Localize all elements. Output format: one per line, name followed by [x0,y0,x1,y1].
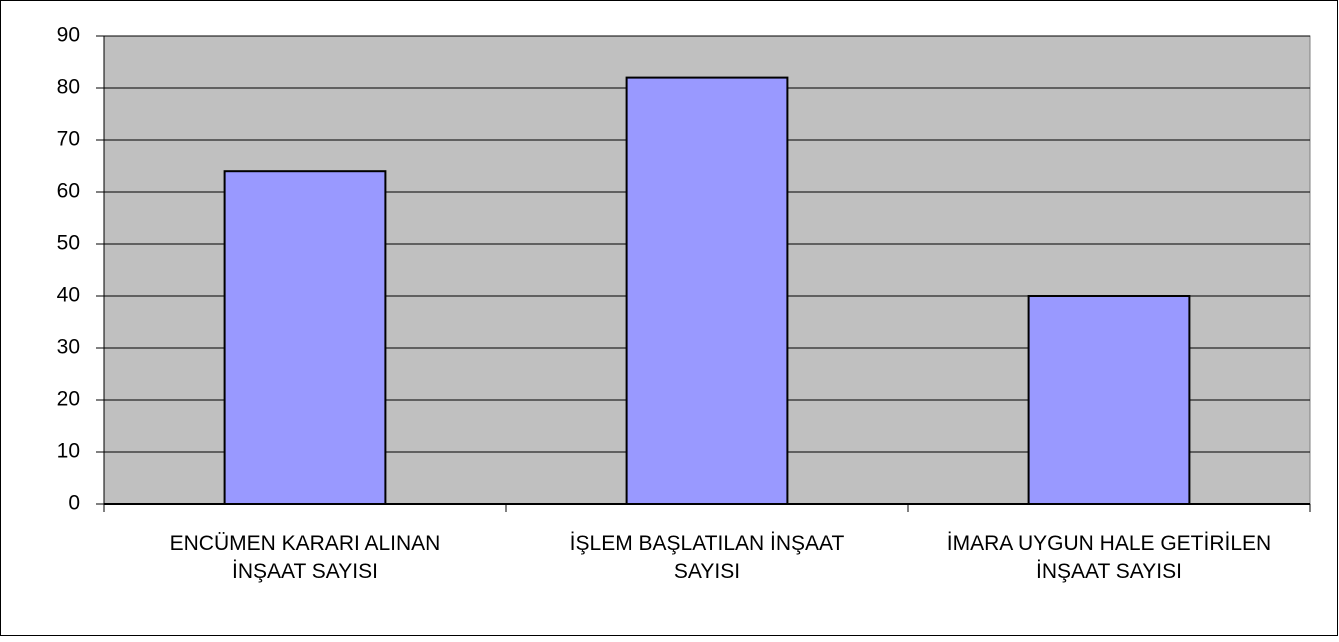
x-tick-label: İMARA UYGUN HALE GETİRİLEN İNŞAAT SAYISI [947,532,1271,583]
bar [223,170,387,505]
x-tick-label-line: İNŞAAT SAYISI [232,560,378,583]
y-tick-label: 90 [57,24,80,47]
bar [625,76,789,505]
y-tick-label: 50 [57,232,80,255]
y-tick-label: 30 [57,336,80,359]
y-tick-label: 40 [57,284,80,307]
x-tick-label-line: İŞLEM BAŞLATILAN İNŞAAT [570,532,845,555]
x-tick-label: İŞLEM BAŞLATILAN İNŞAAT SAYISI [570,532,845,583]
y-tick-label: 70 [57,128,80,151]
bar [1027,295,1191,505]
x-tick-label: ENCÜMEN KARARI ALINAN İNŞAAT SAYISI [170,532,441,583]
y-tick-label: 80 [57,76,80,99]
y-tick-label: 60 [57,180,80,203]
x-tick-label-line: ENCÜMEN KARARI ALINAN [170,532,441,555]
x-tick-label-line: SAYISI [674,560,740,583]
y-tick-label: 20 [57,388,80,411]
y-tick-label: 10 [57,440,80,463]
y-tick-label: 0 [68,492,80,515]
x-tick-label-line: İNŞAAT SAYISI [1036,560,1182,583]
x-tick-label-line: İMARA UYGUN HALE GETİRİLEN [947,532,1271,555]
